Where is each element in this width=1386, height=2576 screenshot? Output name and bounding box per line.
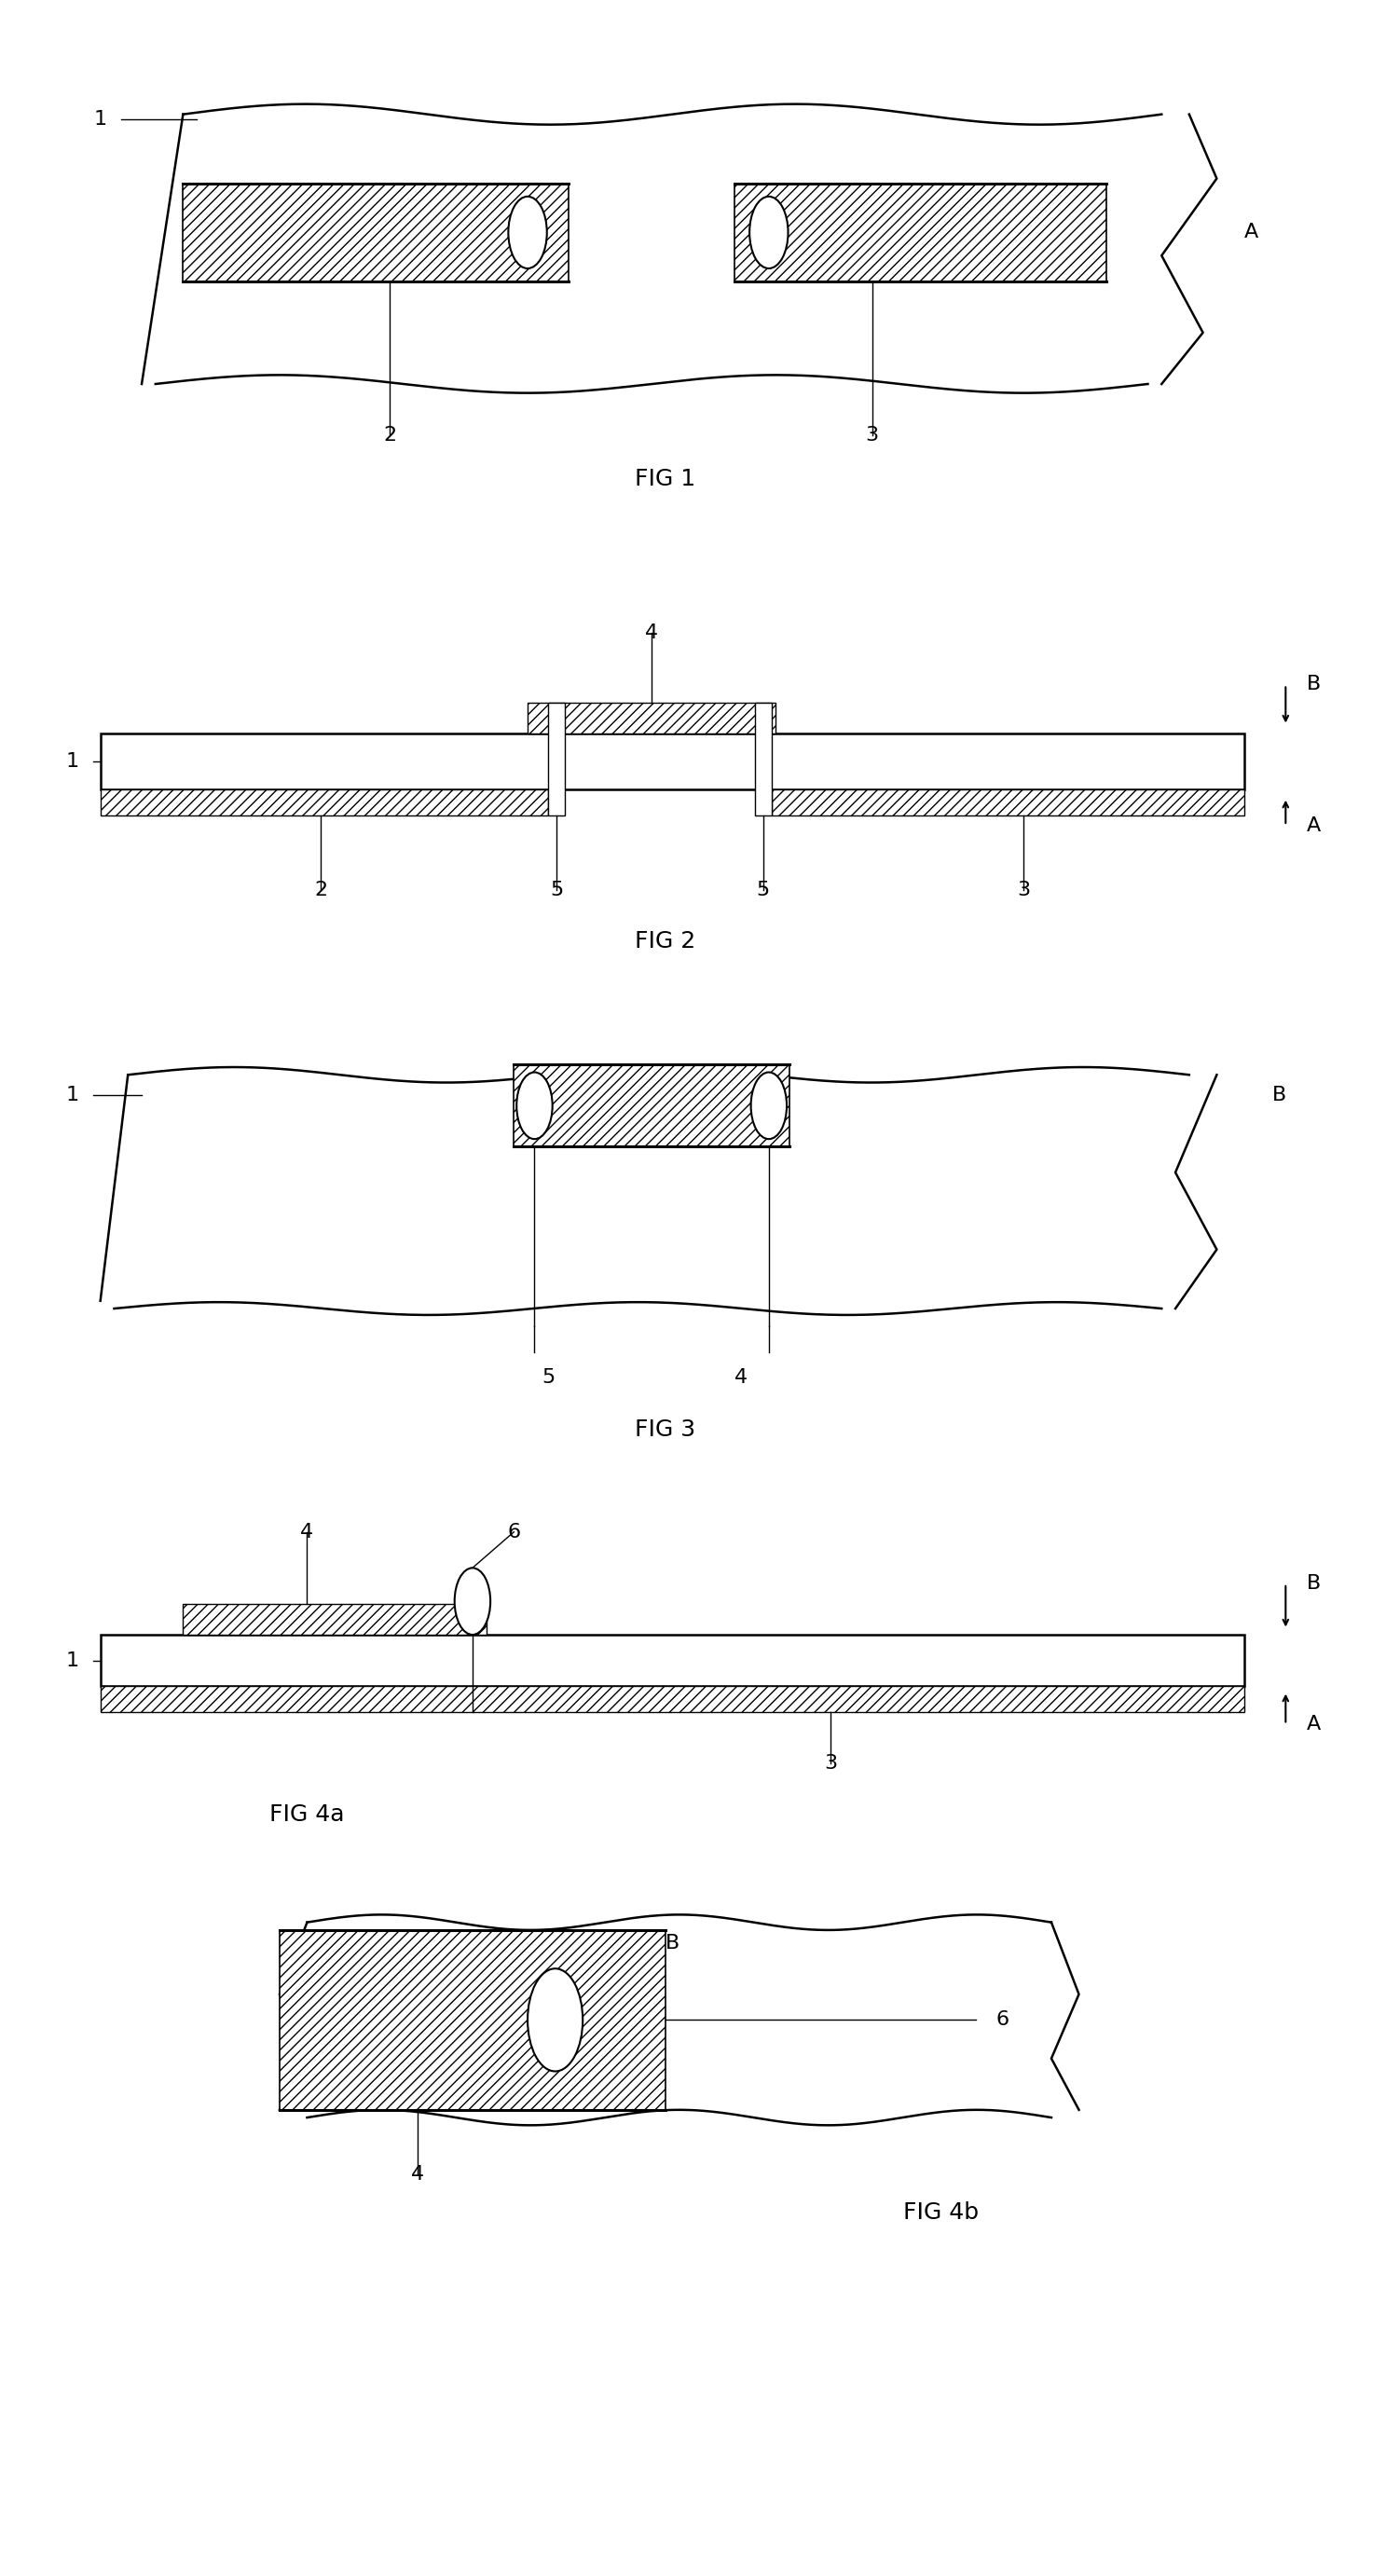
Text: 6: 6 — [997, 2012, 1009, 2030]
Bar — [735, 183, 1106, 281]
Bar — [280, 1929, 665, 2110]
Bar — [100, 791, 549, 817]
Text: B: B — [1272, 1087, 1286, 1105]
Text: A: A — [1307, 1716, 1321, 1734]
Text: A: A — [1245, 224, 1258, 242]
Text: 5: 5 — [757, 881, 771, 899]
Text: 4: 4 — [735, 1368, 748, 1388]
Text: 3: 3 — [1017, 881, 1030, 899]
Circle shape — [509, 196, 547, 268]
Text: 4: 4 — [410, 2164, 424, 2184]
Circle shape — [750, 196, 789, 268]
Bar — [100, 1636, 1245, 1687]
Circle shape — [751, 1072, 787, 1139]
Bar — [755, 703, 772, 817]
Text: 3: 3 — [825, 1754, 837, 1772]
Text: 1: 1 — [67, 752, 79, 770]
Bar — [514, 1064, 790, 1146]
Text: FIG 2: FIG 2 — [635, 930, 696, 953]
Text: 2: 2 — [383, 425, 396, 446]
Bar — [100, 734, 1245, 791]
Text: 6: 6 — [507, 1522, 520, 1540]
Text: B: B — [1307, 1574, 1321, 1592]
Bar — [183, 183, 570, 281]
Circle shape — [528, 1968, 582, 2071]
Text: A: A — [1307, 817, 1321, 835]
Bar — [183, 1605, 486, 1636]
Text: 1: 1 — [94, 111, 107, 129]
Text: FIG 1: FIG 1 — [635, 469, 696, 489]
Text: 1: 1 — [67, 1087, 79, 1105]
Text: 3: 3 — [866, 425, 879, 446]
Bar — [100, 1687, 1245, 1713]
Bar — [549, 703, 565, 817]
Text: 4: 4 — [301, 1522, 313, 1540]
Circle shape — [517, 1072, 553, 1139]
Text: 5: 5 — [542, 1368, 554, 1388]
Text: FIG 4b: FIG 4b — [904, 2202, 979, 2223]
Bar — [772, 791, 1245, 817]
Text: 4: 4 — [644, 623, 658, 641]
Text: 1: 1 — [67, 1651, 79, 1669]
Text: B: B — [665, 1935, 679, 1953]
Text: B: B — [1307, 675, 1321, 693]
Text: FIG 3: FIG 3 — [635, 1417, 696, 1440]
Text: 2: 2 — [315, 881, 327, 899]
Bar — [528, 703, 776, 734]
Circle shape — [455, 1569, 491, 1636]
Text: FIG 4a: FIG 4a — [270, 1803, 345, 1826]
Text: 5: 5 — [550, 881, 563, 899]
